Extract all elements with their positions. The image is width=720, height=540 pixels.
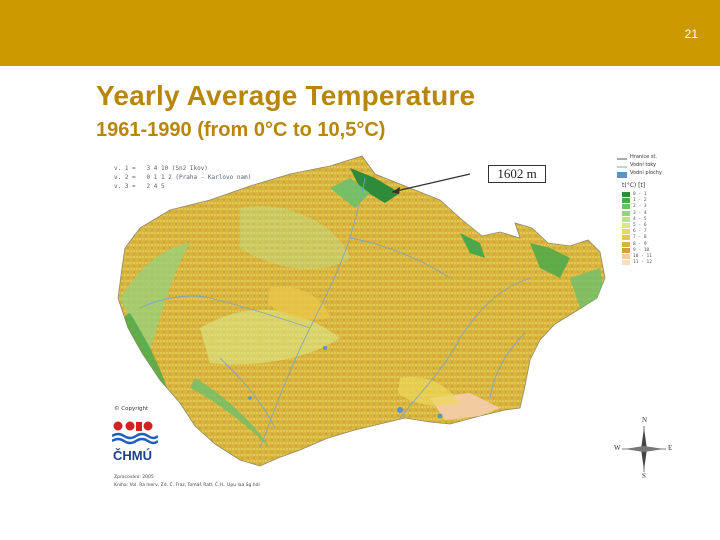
river-line-icon [617,166,627,168]
legend-class-label: 11 - 12 [633,260,652,266]
credit-line: Zpracování: 2005 [114,475,154,480]
water-area-icon [617,172,627,178]
legend-swatch [622,229,630,235]
header-bar: 21 [0,0,720,66]
chmu-logo-icon [112,421,158,445]
legend-swatch [622,241,630,247]
legend-border: Hranice st. [616,154,676,164]
legend-label: Vodní plochy [630,170,662,176]
legend-class-label: 6 - 7 [633,229,647,235]
legend-label: Vodní toky [630,162,657,168]
compass-west: W [614,444,621,452]
legend-class-label: 3 - 4 [633,210,647,216]
credit-line: Kniha: Vol. Ra lnerv, Zd. Č. Fraz, Tomáš… [114,483,260,488]
legend-class-label: 7 - 8 [633,235,647,241]
stat-line: v. 1 = 3 4 10 (Sn2 Ikov) [114,165,208,172]
legend-class-label: 10 - 11 [633,254,652,259]
compass-east: E [668,444,673,452]
map-statistics: v. 1 = 3 4 10 (Sn2 Ikov) v. 2 = 0 1 1 2 (… [114,164,251,191]
legend-swatch [622,235,630,241]
legend-class-label: 0 - 1 [633,192,647,197]
legend-title: t(°C) [t] [622,182,646,189]
legend-water: Vodní plochy [616,170,676,180]
agency-name: ČHMÚ [113,448,152,463]
compass-icon [622,426,666,472]
legend-river: Vodní toky [616,162,676,172]
elevation-callout: 1602 m [488,165,546,183]
legend-class-label: 1 - 2 [633,198,647,204]
border-line-icon [617,158,627,160]
compass-north: N [642,416,648,424]
rivers [139,177,531,449]
legend-swatch [622,223,630,228]
water-bodies [248,346,443,419]
legend-label: Hranice st. [630,154,658,160]
stat-line: v. 3 = 2 4 5 [114,183,165,190]
copyright-note: © Copyright [114,406,149,412]
legend-swatch [622,260,630,266]
legend-swatch [622,198,630,204]
legend-swatch [622,216,630,222]
slide-number: 21 [684,27,698,41]
legend-class-label: 8 - 9 [633,241,647,247]
map-credits: Zpracování: 2005 Kniha: Vol. Ra lnerv, Zd… [114,474,260,490]
legend-class-label: 5 - 6 [633,223,647,228]
country-shape [117,155,606,467]
legend-class-label: 4 - 5 [633,216,647,222]
map-legend: Hranice st. Vodní toky Vodní plochy t(°C… [616,154,676,270]
compass-rose: N S E W [614,416,674,480]
legend-swatch [622,210,630,216]
legend-swatch [622,254,630,259]
map-graphic [117,155,606,467]
legend-class-label: 9 - 10 [633,247,650,253]
slide-subtitle: 1961-1990 (from 0°C to 10,5°C) [96,119,386,141]
legend-swatch [622,247,630,253]
legend-class-label: 2 - 3 [633,204,647,210]
temperature-map: v. 1 = 3 4 10 (Sn2 Ikov) v. 2 = 0 1 1 2 (… [100,148,680,493]
callout-pointer [391,173,471,193]
legend-swatch [622,204,630,210]
stat-line: v. 2 = 0 1 1 2 (Praha - Karlovo nam) [114,174,252,181]
legend-swatch [622,192,630,197]
compass-south: S [642,472,646,480]
slide-title: Yearly Average Temperature [96,80,476,111]
elevation-zones [120,168,605,448]
